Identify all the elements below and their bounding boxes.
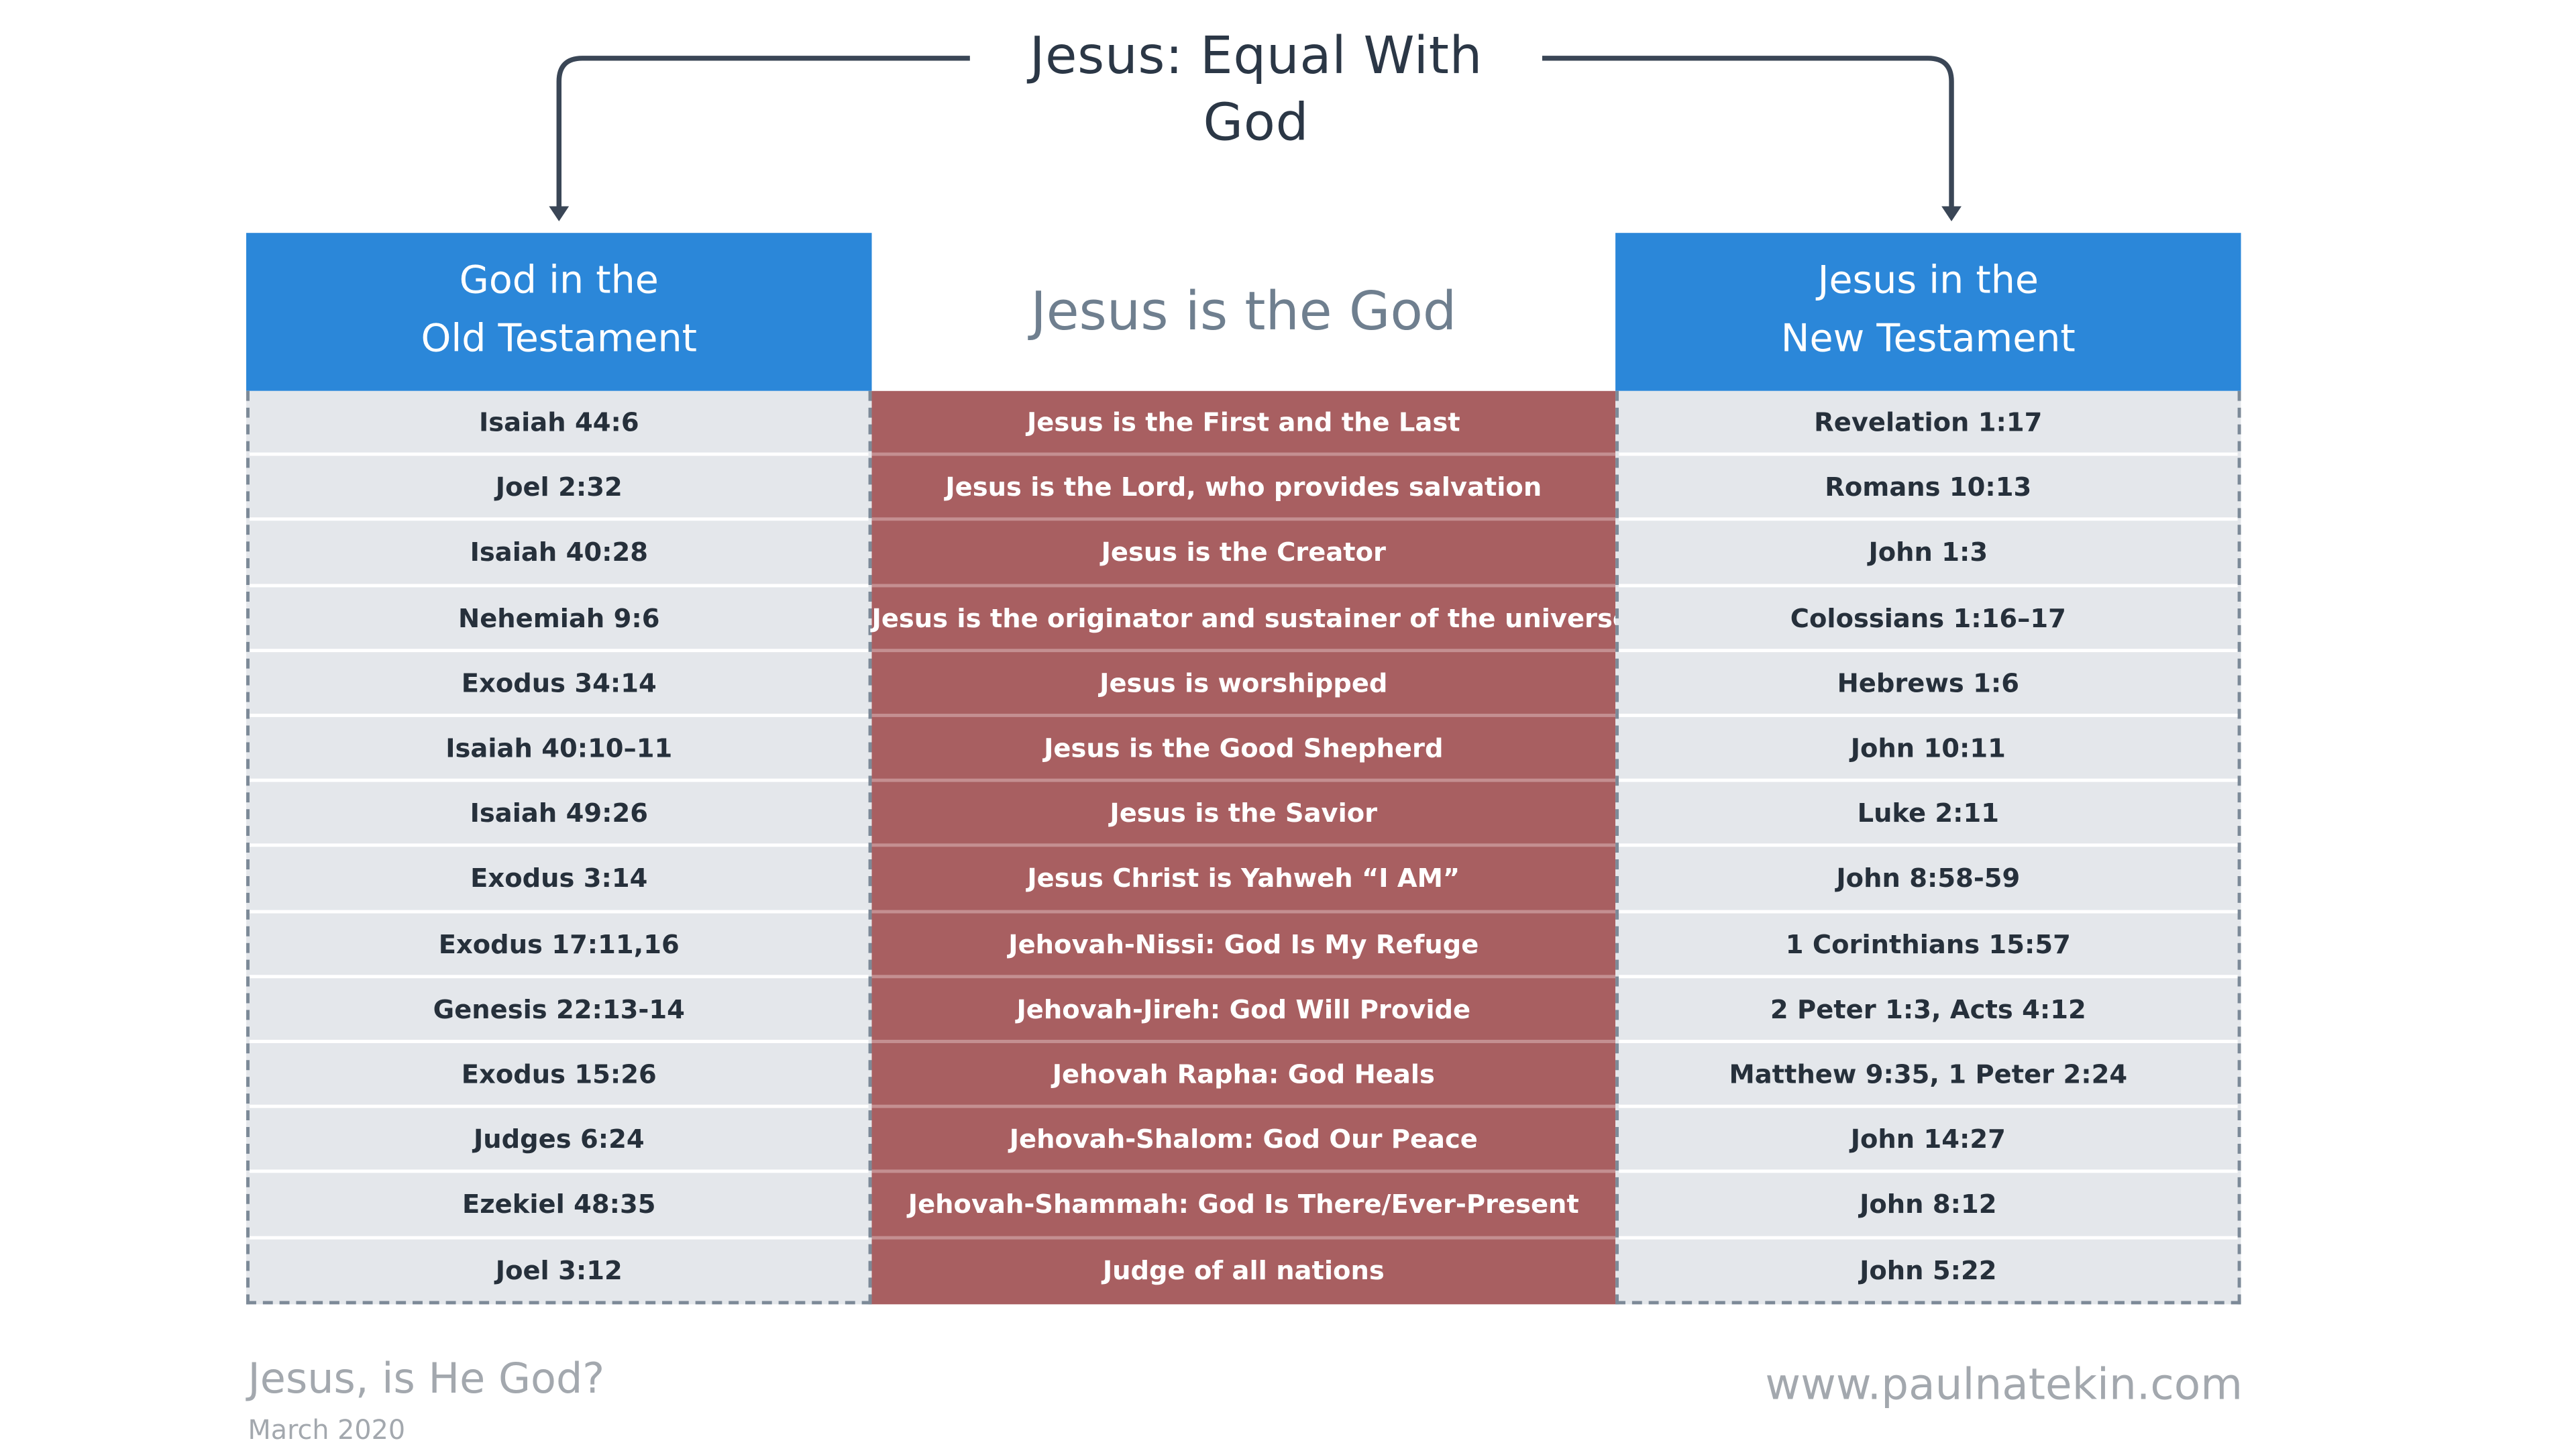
nt-reference: Romans 10:13	[1619, 456, 2238, 522]
ot-reference: Exodus 15:26	[250, 1043, 869, 1109]
nt-reference: John 5:22	[1860, 1255, 1997, 1286]
claim-cell: Jesus is the Good Shepherd	[871, 717, 1616, 783]
ot-reference: Joel 2:32	[250, 456, 869, 522]
new-testament-header: Jesus in the New Testament	[1615, 233, 2241, 391]
claim-cell: Jesus is the First and the Last	[871, 391, 1616, 457]
footer-title: Jesus, is He God?	[248, 1354, 605, 1403]
footer-date: March 2020	[248, 1414, 406, 1446]
ot-reference: Exodus 3:14	[250, 847, 869, 913]
nt-reference: John 14:27	[1619, 1108, 2238, 1174]
ot-reference: Isaiah 40:10–11	[250, 717, 869, 783]
nt-reference: Matthew 9:35, 1 Peter 2:24	[1619, 1043, 2238, 1109]
old-testament-column: Isaiah 44:6 Joel 2:32 Isaiah 40:28 Nehem…	[246, 390, 872, 1305]
ot-reference: Ezekiel 48:35	[250, 1173, 869, 1239]
old-testament-header-line2: Old Testament	[421, 317, 698, 362]
ot-reference: Judges 6:24	[250, 1108, 869, 1174]
ot-reference: Isaiah 44:6	[250, 391, 869, 457]
claim-cell: Jesus Christ is Yahweh “I AM”	[871, 847, 1616, 913]
claim-cell: Judge of all nations	[1102, 1255, 1385, 1286]
claim-cell: Jehovah-Jireh: God Will Provide	[871, 978, 1616, 1044]
ot-reference: Exodus 17:11,16	[250, 913, 869, 978]
nt-reference: John 8:12	[1619, 1173, 2238, 1239]
left-arrow-line	[556, 56, 970, 210]
claim-cell: Jesus is the Savior	[871, 782, 1616, 848]
right-arrowhead	[1941, 206, 1962, 221]
nt-reference: John 8:58-59	[1619, 847, 2238, 913]
ot-reference: Exodus 34:14	[250, 652, 869, 717]
claim-cell: Jehovah-Nissi: God Is My Refuge	[871, 913, 1616, 978]
ot-reference: Isaiah 40:28	[250, 521, 869, 587]
diagram-title: Jesus: Equal With God	[1029, 26, 1483, 154]
new-testament-column: Revelation 1:17 Romans 10:13 John 1:3 Co…	[1615, 390, 2241, 1305]
claim-cell: Jesus is the Lord, who provides salvatio…	[871, 456, 1616, 522]
claim-cell: Jehovah-Shalom: God Our Peace	[871, 1108, 1616, 1174]
nt-reference: 2 Peter 1:3, Acts 4:12	[1619, 978, 2238, 1044]
ot-reference: Isaiah 49:26	[250, 782, 869, 848]
ot-reference: Joel 3:12	[495, 1255, 623, 1286]
nt-reference: John 10:11	[1619, 717, 2238, 783]
nt-reference: 1 Corinthians 15:57	[1619, 913, 2238, 978]
nt-reference: John 1:3	[1619, 521, 2238, 587]
claim-cell: Jesus is the originator and sustainer of…	[871, 586, 1630, 652]
nt-reference: Revelation 1:17	[1619, 391, 2238, 457]
old-testament-header-line1: God in the	[459, 259, 659, 303]
claims-column: Jesus is the First and the Last Jesus is…	[871, 390, 1630, 1305]
left-arrowhead	[549, 206, 570, 221]
nt-reference: Colossians 1:16–17	[1619, 586, 2238, 652]
claim-cell: Jehovah Rapha: God Heals	[871, 1043, 1616, 1109]
nt-reference: Luke 2:11	[1619, 782, 2238, 848]
footer-website-link[interactable]: www.paulnatekin.com	[1765, 1360, 2243, 1411]
right-arrow-line	[1542, 56, 1954, 210]
claim-cell: Jesus is worshipped	[871, 652, 1616, 717]
new-testament-header-line2: New Testament	[1780, 317, 2076, 362]
old-testament-header: God in the Old Testament	[246, 233, 872, 391]
ot-reference: Nehemiah 9:6	[250, 586, 869, 652]
claim-cell: Jesus is the Creator	[871, 521, 1616, 587]
new-testament-header-line1: Jesus in the	[1817, 259, 2039, 303]
claim-cell: Jehovah-Shammah: God Is There/Ever-Prese…	[871, 1173, 1616, 1239]
nt-reference: Hebrews 1:6	[1619, 652, 2238, 717]
jesus-is-god-header: Jesus is the God	[1030, 279, 1457, 343]
ot-reference: Genesis 22:13-14	[250, 978, 869, 1044]
